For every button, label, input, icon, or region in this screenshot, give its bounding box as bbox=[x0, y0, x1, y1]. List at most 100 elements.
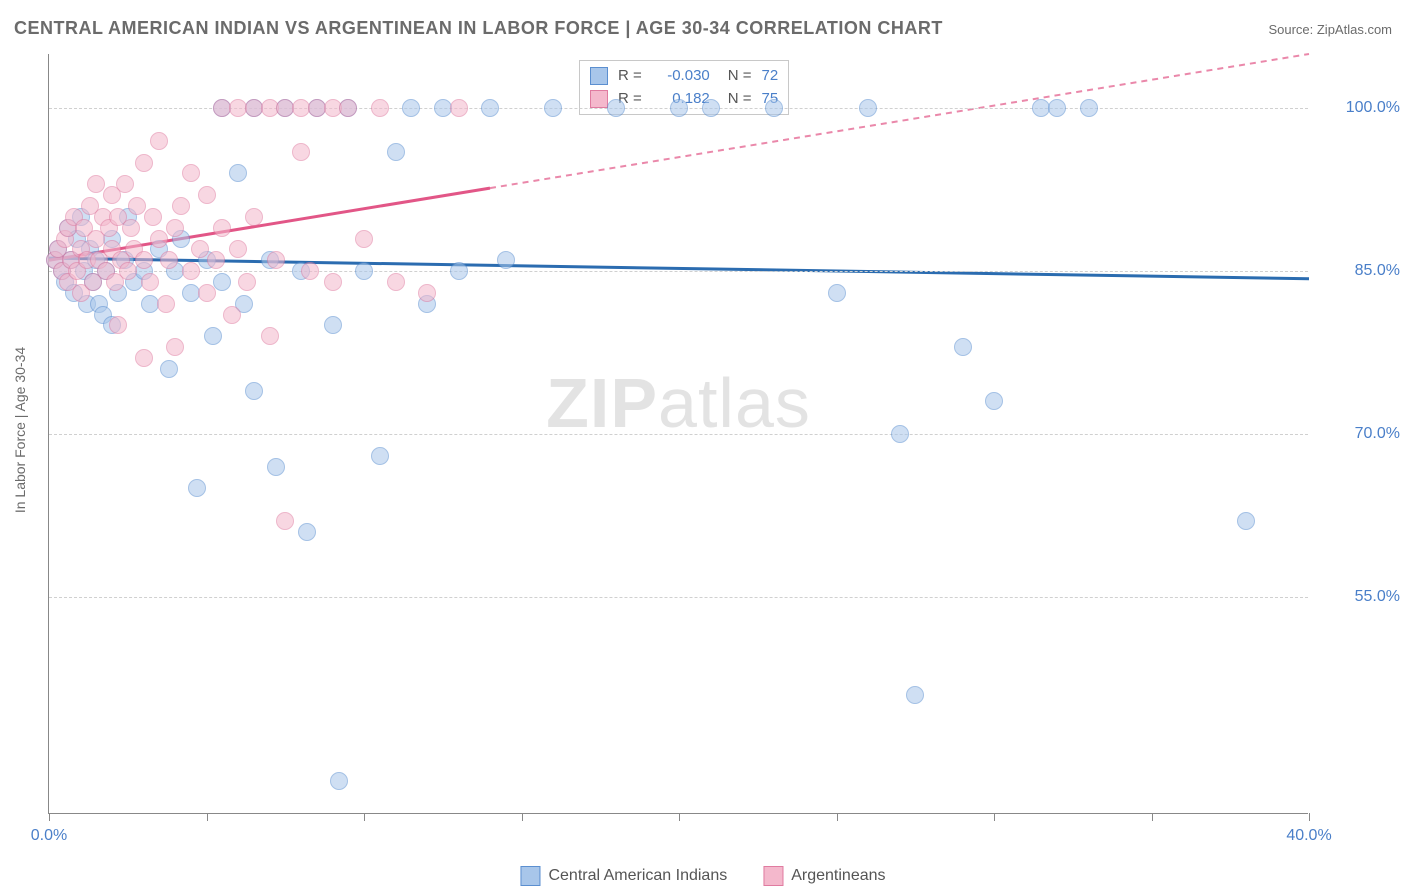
x-tick bbox=[364, 813, 365, 821]
data-point-arg bbox=[166, 219, 184, 237]
x-tick bbox=[1309, 813, 1310, 821]
data-point-cai bbox=[160, 360, 178, 378]
data-point-cai bbox=[765, 99, 783, 117]
watermark-rest: atlas bbox=[658, 364, 811, 442]
gridline bbox=[49, 271, 1308, 272]
x-tick bbox=[49, 813, 50, 821]
plot-area: ZIPatlas R =-0.030N =72R =0.182N =75 55.… bbox=[48, 54, 1308, 814]
x-tick bbox=[207, 813, 208, 821]
swatch-cai bbox=[590, 67, 608, 85]
data-point-cai bbox=[985, 392, 1003, 410]
x-tick bbox=[522, 813, 523, 821]
data-point-arg bbox=[238, 273, 256, 291]
data-point-cai bbox=[859, 99, 877, 117]
data-point-cai bbox=[330, 772, 348, 790]
data-point-arg bbox=[223, 306, 241, 324]
chart-title: CENTRAL AMERICAN INDIAN VS ARGENTINEAN I… bbox=[14, 18, 943, 39]
legend-swatch-arg bbox=[763, 866, 783, 886]
stats-r-label: R = bbox=[618, 65, 642, 88]
stats-n-label: N = bbox=[728, 88, 752, 111]
data-point-cai bbox=[906, 686, 924, 704]
data-point-cai bbox=[229, 164, 247, 182]
data-point-arg bbox=[119, 262, 137, 280]
source-label: Source: ZipAtlas.com bbox=[1268, 22, 1392, 37]
legend-label-arg: Argentineans bbox=[791, 867, 885, 885]
data-point-cai bbox=[324, 316, 342, 334]
stats-n-label: N = bbox=[728, 65, 752, 88]
y-tick-label: 55.0% bbox=[1320, 588, 1400, 606]
data-point-arg bbox=[109, 316, 127, 334]
x-tick-label: 0.0% bbox=[31, 827, 67, 845]
data-point-arg bbox=[150, 132, 168, 150]
stats-row-cai: R = -0.030 N = 72 bbox=[590, 65, 778, 88]
data-point-arg bbox=[387, 273, 405, 291]
data-point-cai bbox=[371, 447, 389, 465]
x-tick bbox=[1152, 813, 1153, 821]
data-point-cai bbox=[497, 251, 515, 269]
data-point-arg bbox=[267, 251, 285, 269]
gridline bbox=[49, 434, 1308, 435]
data-point-arg bbox=[144, 208, 162, 226]
data-point-cai bbox=[702, 99, 720, 117]
data-point-arg bbox=[292, 143, 310, 161]
data-point-cai bbox=[267, 458, 285, 476]
data-point-cai bbox=[213, 273, 231, 291]
data-point-arg bbox=[150, 230, 168, 248]
legend-label-cai: Central American Indians bbox=[548, 867, 727, 885]
data-point-arg bbox=[355, 230, 373, 248]
legend-item-arg: Argentineans bbox=[763, 866, 885, 886]
y-tick-label: 100.0% bbox=[1320, 99, 1400, 117]
data-point-arg bbox=[450, 99, 468, 117]
data-point-cai bbox=[828, 284, 846, 302]
data-point-cai bbox=[1080, 99, 1098, 117]
data-point-arg bbox=[182, 164, 200, 182]
data-point-arg bbox=[160, 251, 178, 269]
data-point-cai bbox=[1048, 99, 1066, 117]
x-tick bbox=[994, 813, 995, 821]
legend-item-cai: Central American Indians bbox=[520, 866, 727, 886]
data-point-arg bbox=[141, 273, 159, 291]
y-tick-label: 85.0% bbox=[1320, 262, 1400, 280]
x-tick bbox=[837, 813, 838, 821]
data-point-cai bbox=[387, 143, 405, 161]
data-point-cai bbox=[954, 338, 972, 356]
data-point-arg bbox=[135, 349, 153, 367]
data-point-cai bbox=[188, 479, 206, 497]
data-point-arg bbox=[128, 197, 146, 215]
stats-n-value: 72 bbox=[762, 65, 779, 88]
data-point-arg bbox=[371, 99, 389, 117]
data-point-arg bbox=[207, 251, 225, 269]
stats-r-value: -0.030 bbox=[652, 65, 710, 88]
data-point-cai bbox=[204, 327, 222, 345]
data-point-arg bbox=[261, 327, 279, 345]
data-point-arg bbox=[339, 99, 357, 117]
data-point-arg bbox=[166, 338, 184, 356]
data-point-arg bbox=[135, 251, 153, 269]
chart-container: CENTRAL AMERICAN INDIAN VS ARGENTINEAN I… bbox=[0, 0, 1406, 892]
data-point-arg bbox=[276, 512, 294, 530]
data-point-arg bbox=[157, 295, 175, 313]
data-point-arg bbox=[198, 186, 216, 204]
x-tick bbox=[679, 813, 680, 821]
data-point-cai bbox=[298, 523, 316, 541]
data-point-cai bbox=[355, 262, 373, 280]
data-point-cai bbox=[245, 382, 263, 400]
data-point-arg bbox=[245, 208, 263, 226]
data-point-arg bbox=[172, 197, 190, 215]
data-point-cai bbox=[1237, 512, 1255, 530]
data-point-arg bbox=[87, 175, 105, 193]
data-point-cai bbox=[607, 99, 625, 117]
data-point-arg bbox=[418, 284, 436, 302]
data-point-arg bbox=[191, 240, 209, 258]
swatch-arg bbox=[590, 90, 608, 108]
data-point-arg bbox=[135, 154, 153, 172]
data-point-cai bbox=[891, 425, 909, 443]
data-point-cai bbox=[544, 99, 562, 117]
data-point-arg bbox=[301, 262, 319, 280]
data-point-arg bbox=[213, 219, 231, 237]
data-point-arg bbox=[229, 240, 247, 258]
data-point-arg bbox=[198, 284, 216, 302]
data-point-arg bbox=[324, 273, 342, 291]
watermark: ZIPatlas bbox=[546, 363, 811, 443]
data-point-cai bbox=[670, 99, 688, 117]
